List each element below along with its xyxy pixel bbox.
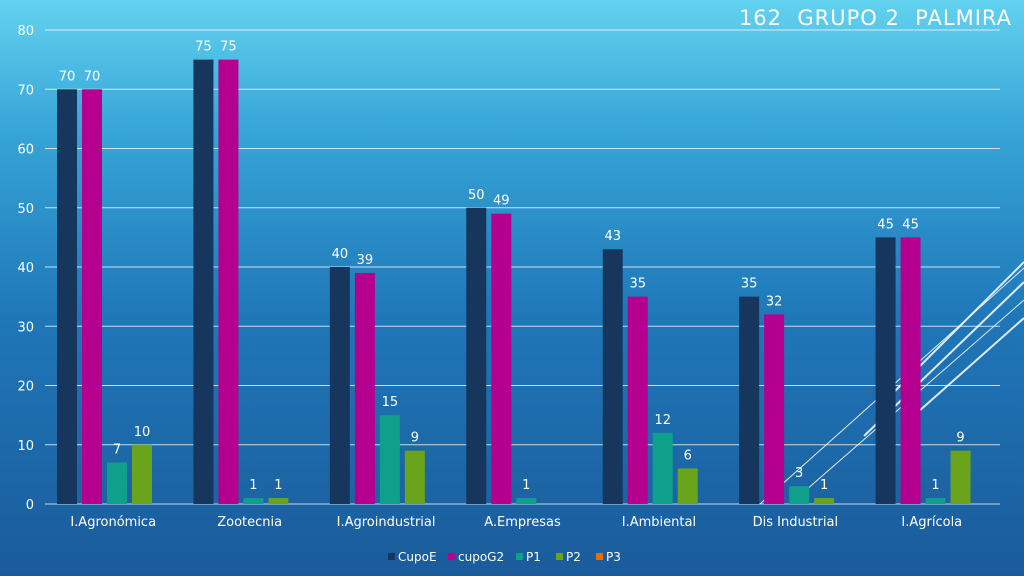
bar [814, 498, 835, 504]
bar [925, 498, 946, 504]
legend-label: P2 [566, 550, 581, 564]
legend-label: P1 [526, 550, 541, 564]
bar [875, 237, 896, 504]
bar [193, 59, 214, 504]
bar [627, 296, 648, 504]
y-tick-label: 70 [17, 83, 34, 98]
data-label: 1 [249, 478, 257, 493]
decor-line [875, 261, 1024, 411]
data-label: 75 [220, 40, 237, 55]
legend-swatch [388, 553, 395, 560]
bar [354, 272, 375, 504]
bar [243, 498, 264, 504]
bar [57, 89, 77, 504]
data-label: 3 [795, 466, 803, 481]
y-axis: 0 10 20 30 40 50 60 70 80 [17, 24, 34, 513]
legend-label: CupoE [398, 550, 437, 564]
y-tick-label: 10 [17, 439, 34, 454]
data-label: 40 [332, 247, 349, 262]
gridlines [45, 29, 1000, 505]
data-label: 1 [274, 478, 282, 493]
data-label: 39 [357, 253, 374, 268]
bar [466, 207, 487, 504]
data-label: 45 [902, 217, 919, 232]
data-label: 75 [195, 40, 212, 55]
data-label: 32 [766, 294, 783, 309]
data-label: 15 [382, 395, 399, 410]
bar [329, 267, 350, 504]
data-label: 10 [134, 425, 151, 440]
chart-title: 162 GRUPO 2 PALMIRA [738, 6, 1012, 30]
bar [107, 462, 127, 504]
y-tick-label: 80 [17, 24, 34, 39]
x-tick-label: A.Empresas [484, 515, 561, 530]
data-label: 9 [411, 431, 419, 446]
data-label: 1 [820, 478, 828, 493]
data-label: 70 [84, 69, 101, 84]
data-label: 7 [113, 443, 121, 458]
bar [900, 237, 921, 504]
legend-swatch [516, 553, 523, 560]
data-label: 9 [956, 431, 964, 446]
x-tick-label: Zootecnia [217, 515, 282, 530]
bar [268, 498, 289, 504]
decor-line [917, 317, 1024, 413]
data-labels: 70 70 7 10 75 75 1 1 40 39 15 9 50 49 1 43 35 12 6 35 32 3 1 45… [59, 40, 965, 493]
bar [602, 249, 623, 504]
bar [404, 450, 425, 504]
data-label: 1 [522, 478, 530, 493]
bar [218, 59, 239, 504]
bar [739, 296, 760, 504]
data-label: 43 [604, 229, 621, 244]
legend: CupoE cupoG2 P1 P2 P3 [388, 550, 621, 564]
x-axis: I.Agronómica Zootecnia I.Agroindustrial A.E… [70, 515, 962, 530]
data-label: 6 [684, 448, 692, 463]
data-label: 35 [629, 277, 646, 292]
bar [132, 444, 152, 504]
data-label: 35 [741, 277, 758, 292]
data-label: 70 [59, 69, 76, 84]
data-label: 49 [493, 194, 510, 209]
y-tick-label: 50 [17, 202, 34, 217]
x-tick-label: I.Agroindustrial [337, 515, 436, 530]
x-tick-label: I.Ambiental [622, 515, 696, 530]
legend-swatch [448, 553, 455, 560]
legend-label: P3 [606, 550, 621, 564]
legend-swatch [556, 553, 563, 560]
y-tick-label: 0 [26, 498, 34, 513]
bar [491, 213, 512, 505]
data-label: 12 [654, 413, 671, 428]
bar [950, 450, 971, 504]
bar [82, 89, 102, 504]
bar [379, 415, 400, 504]
bar [789, 486, 810, 504]
data-label: 50 [468, 188, 485, 203]
x-tick-label: I.Agrícola [901, 515, 962, 530]
bar [652, 432, 673, 504]
x-tick-label: Dis Industrial [753, 515, 839, 530]
y-tick-label: 60 [17, 143, 34, 158]
bar [764, 314, 785, 504]
legend-label: cupoG2 [458, 550, 504, 564]
data-label: 1 [931, 478, 939, 493]
x-tick-label: I.Agronómica [70, 515, 156, 530]
data-label: 45 [877, 217, 894, 232]
y-tick-label: 40 [17, 261, 34, 276]
bars [57, 59, 971, 505]
bar [516, 498, 537, 504]
legend-swatch [596, 553, 603, 560]
bar [677, 468, 698, 504]
y-tick-label: 20 [17, 380, 34, 395]
y-tick-label: 30 [17, 320, 34, 335]
